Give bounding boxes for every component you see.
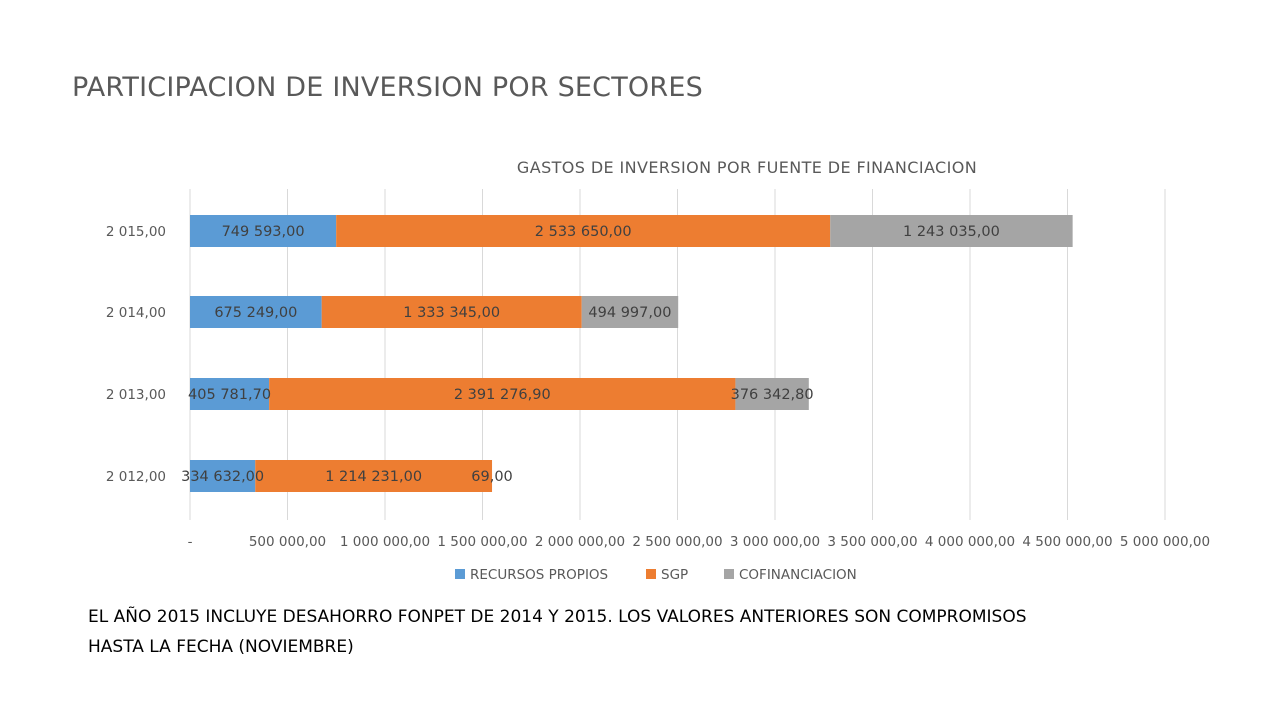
bar-segment xyxy=(336,215,831,247)
x-tick-label: 3 500 000,00 xyxy=(827,534,917,550)
y-axis: 2 012,00 2 013,00 2 014,00 2 015,00 xyxy=(106,224,166,485)
x-tick-label: 3 000 000,00 xyxy=(730,534,820,550)
data-label: 1 333 345,00 xyxy=(403,305,500,321)
legend-label: COFINANCIACION xyxy=(739,567,857,583)
y-category-label: 2 015,00 xyxy=(106,224,166,240)
data-label: 749 593,00 xyxy=(222,224,305,240)
x-tick-label: 4 500 000,00 xyxy=(1022,534,1112,550)
footnote: EL AÑO 2015 INCLUYE DESAHORRO FONPET DE … xyxy=(88,602,1188,662)
bar-segment xyxy=(321,296,582,328)
y-category-label: 2 013,00 xyxy=(106,387,166,403)
bar-segment xyxy=(735,378,809,410)
x-tick-label: 2 500 000,00 xyxy=(632,534,722,550)
legend-swatch xyxy=(455,569,465,579)
data-label: 2 391 276,90 xyxy=(454,387,551,403)
x-tick-label: 2 000 000,00 xyxy=(535,534,625,550)
legend-label: RECURSOS PROPIOS xyxy=(470,567,608,583)
slide-title: PARTICIPACION DE INVERSION POR SECTORES xyxy=(72,72,703,103)
bar-segment xyxy=(190,378,270,410)
bar-segment xyxy=(830,215,1073,247)
bar-segment xyxy=(269,378,736,410)
data-label: 1 243 035,00 xyxy=(903,224,1000,240)
x-tick-label: - xyxy=(188,534,193,550)
data-label: 376 342,80 xyxy=(731,387,814,403)
legend-swatch xyxy=(646,569,656,579)
data-label: 1 214 231,00 xyxy=(325,469,422,485)
bar-segment xyxy=(190,296,322,328)
data-label: 334 632,00 xyxy=(181,469,264,485)
y-category-label: 2 012,00 xyxy=(106,469,166,485)
x-axis: - 500 000,00 1 000 000,00 1 500 000,00 2 000… xyxy=(188,534,1211,550)
stacked-bar-chart: GASTOS DE INVERSION POR FUENTE DE FINANC… xyxy=(106,158,1211,583)
x-tick-label: 4 000 000,00 xyxy=(925,534,1015,550)
legend: RECURSOS PROPIOS SGP COFINANCIACION xyxy=(455,567,857,583)
data-label: 2 533 650,00 xyxy=(535,224,632,240)
footnote-line-1: EL AÑO 2015 INCLUYE DESAHORRO FONPET DE … xyxy=(88,607,1027,627)
data-labels: 334 632,00 1 214 231,00 69,00 405 781,70 2 3… xyxy=(181,224,1000,485)
bar-segment xyxy=(581,296,679,328)
x-tick-label: 1 000 000,00 xyxy=(340,534,430,550)
bar-segment xyxy=(190,460,256,492)
bar-segment xyxy=(255,460,493,492)
bar-segment xyxy=(190,215,337,247)
data-label: 69,00 xyxy=(471,469,513,485)
chart-title: GASTOS DE INVERSION POR FUENTE DE FINANC… xyxy=(517,158,977,177)
x-tick-label: 5 000 000,00 xyxy=(1120,534,1210,550)
legend-label: SGP xyxy=(661,567,688,583)
legend-swatch xyxy=(724,569,734,579)
data-label: 494 997,00 xyxy=(588,305,671,321)
data-label: 675 249,00 xyxy=(214,305,297,321)
y-category-label: 2 014,00 xyxy=(106,305,166,321)
x-tick-label: 500 000,00 xyxy=(249,534,326,550)
bars xyxy=(190,215,1073,492)
data-label: 405 781,70 xyxy=(188,387,271,403)
footnote-line-2: HASTA LA FECHA (NOVIEMBRE) xyxy=(88,637,354,657)
x-tick-label: 1 500 000,00 xyxy=(437,534,527,550)
